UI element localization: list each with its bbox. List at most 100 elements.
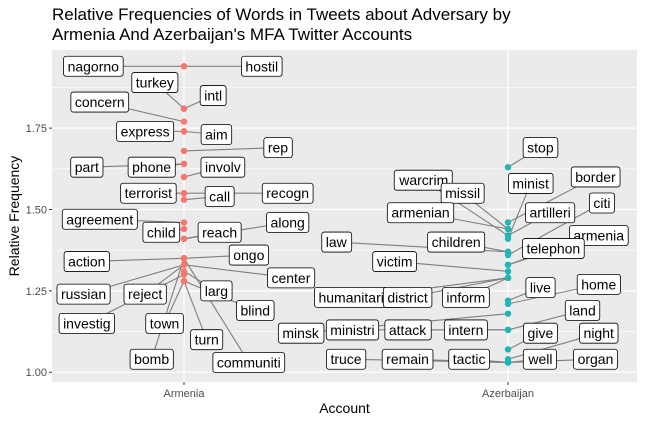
word-label-box xyxy=(241,55,283,77)
data-point xyxy=(180,147,188,155)
word-label: district xyxy=(387,289,428,305)
word-label-box xyxy=(267,267,316,289)
data-point xyxy=(504,163,512,171)
word-label: phone xyxy=(132,159,171,175)
word-label: citi xyxy=(593,195,610,211)
word-label: aim xyxy=(205,127,228,143)
word-label-box xyxy=(564,299,601,321)
word-label-box xyxy=(190,329,224,351)
word-label-box xyxy=(236,299,275,321)
word-label-box xyxy=(263,137,293,159)
word-label: night xyxy=(584,325,614,341)
word-label-box xyxy=(381,348,434,370)
word-label-box xyxy=(199,85,227,106)
word-label-box xyxy=(372,251,417,272)
word-label-box xyxy=(525,202,576,224)
word-label: terrorist xyxy=(125,185,173,201)
word-label: russian xyxy=(61,286,106,302)
word-label-box xyxy=(197,221,242,243)
word-label: artilleri xyxy=(530,205,571,221)
connector-line xyxy=(183,147,278,152)
data-point xyxy=(504,261,512,269)
word-label: intern xyxy=(448,322,483,338)
data-point xyxy=(180,128,188,135)
data-point xyxy=(180,160,188,168)
word-label: agreement xyxy=(66,211,133,227)
word-label-box xyxy=(448,348,490,370)
word-label-box xyxy=(200,156,246,178)
word-label: telephon xyxy=(527,241,581,257)
word-label-box xyxy=(212,352,286,373)
word-label: express xyxy=(121,123,170,139)
word-label: remain xyxy=(386,351,429,367)
word-label: investig xyxy=(63,315,110,331)
word-label-box xyxy=(70,91,130,113)
word-label-box xyxy=(61,208,138,230)
word-label: rep xyxy=(268,140,288,156)
word-label: inform xyxy=(446,289,485,305)
word-label-box xyxy=(522,238,585,259)
data-point xyxy=(504,232,512,239)
word-label: well xyxy=(527,351,552,367)
word-label-box xyxy=(277,322,325,344)
y-tick-label: 1.25 xyxy=(26,286,47,298)
word-label: law xyxy=(326,234,348,250)
word-label-box xyxy=(116,120,175,142)
data-point xyxy=(180,63,188,70)
x-tick-label: Azerbaijan xyxy=(482,388,534,400)
word-label-box xyxy=(56,283,111,305)
word-label-box xyxy=(63,55,124,77)
x-tick-label: Armenia xyxy=(164,388,206,400)
word-label: involv xyxy=(205,159,241,175)
word-label-box xyxy=(442,286,490,308)
word-label: ongo xyxy=(233,247,264,263)
word-label: humanitarian xyxy=(318,289,399,305)
word-label-box xyxy=(142,221,181,243)
word-label: reject xyxy=(128,286,162,302)
word-label: attack xyxy=(389,322,427,338)
word-label: reach xyxy=(202,224,237,240)
word-label: border xyxy=(575,169,616,185)
chart-title-line-1: Relative Frequencies of Words in Tweets … xyxy=(52,5,511,24)
word-label: land xyxy=(569,302,595,318)
word-label-box xyxy=(440,182,485,204)
y-tick-label: 1.50 xyxy=(26,204,47,216)
data-point xyxy=(180,173,188,181)
word-label: live xyxy=(530,280,551,296)
data-point xyxy=(504,326,512,334)
word-label: missil xyxy=(445,185,480,201)
word-label-box xyxy=(393,169,453,191)
word-label: town xyxy=(150,315,180,331)
word-label: stop xyxy=(527,140,554,156)
word-label: part xyxy=(75,159,99,175)
word-label-box xyxy=(382,286,433,308)
y-axis-label: Relative Frequency xyxy=(6,156,22,277)
word-label-box xyxy=(522,137,559,159)
connector-line xyxy=(183,258,250,363)
word-label: intl xyxy=(204,88,222,104)
word-label: call xyxy=(209,188,230,204)
word-label-box xyxy=(58,313,115,334)
word-label: armenian xyxy=(391,205,449,221)
data-point xyxy=(180,255,188,262)
word-label-box xyxy=(145,313,184,334)
data-point xyxy=(180,190,188,197)
word-label-box xyxy=(386,202,455,224)
x-axis-label: Account xyxy=(319,400,370,416)
data-point xyxy=(504,346,512,353)
data-point xyxy=(504,300,512,308)
data-point xyxy=(504,219,512,226)
data-point xyxy=(180,277,188,285)
word-label-box xyxy=(266,212,310,233)
word-label-box xyxy=(261,182,314,204)
word-label-box xyxy=(200,280,233,302)
y-tick-label: 1.00 xyxy=(26,367,47,379)
word-label-box xyxy=(204,186,235,207)
word-label-box xyxy=(579,322,619,344)
data-point xyxy=(504,268,512,275)
word-label-box xyxy=(525,277,556,299)
data-point xyxy=(180,225,188,233)
word-label: home xyxy=(581,276,616,292)
word-label-box xyxy=(507,173,554,194)
